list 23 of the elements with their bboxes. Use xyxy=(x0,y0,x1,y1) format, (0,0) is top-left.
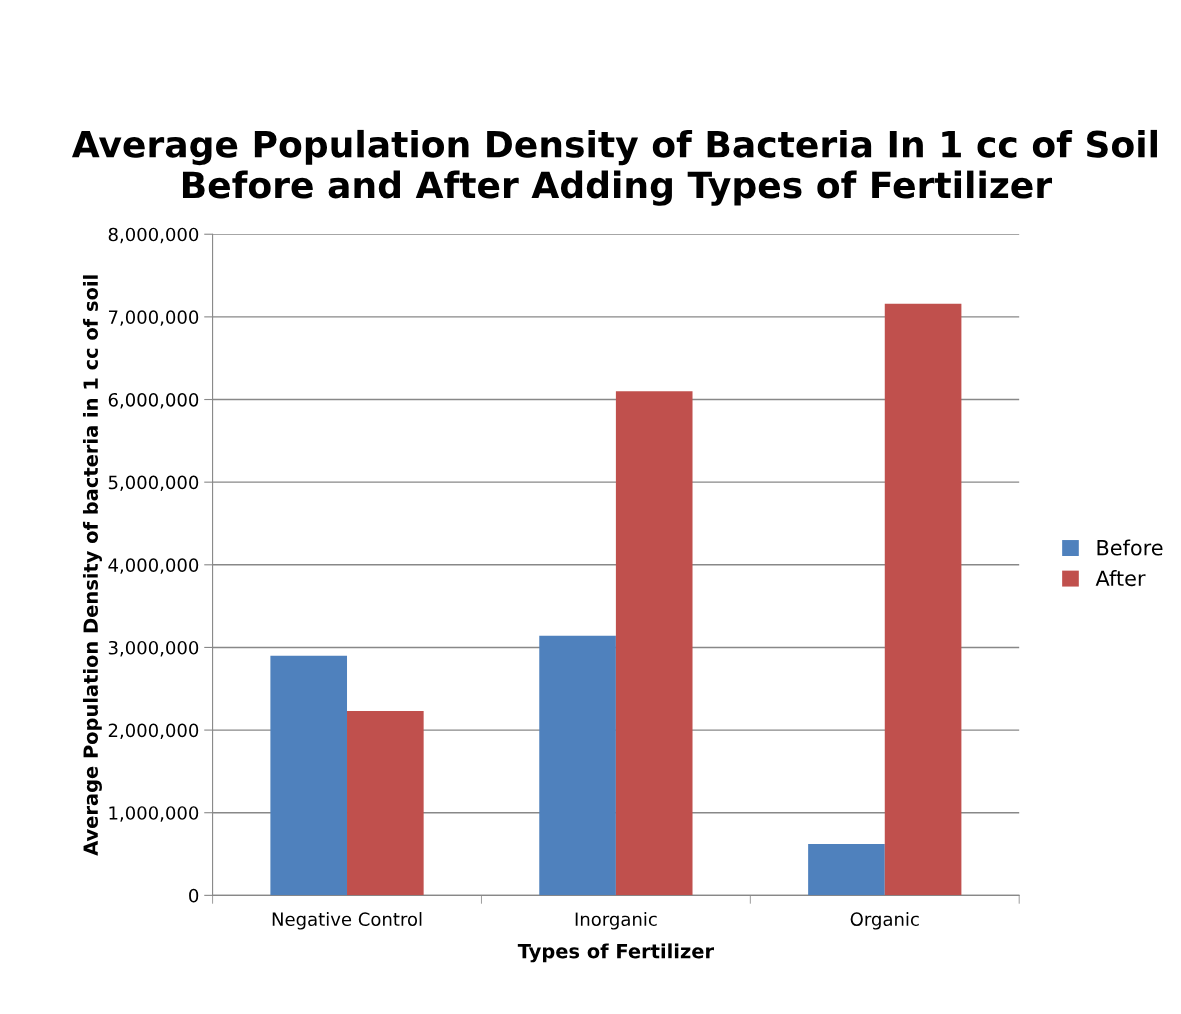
bar xyxy=(615,391,693,896)
bar xyxy=(270,655,348,896)
chart-title: Average Population Density of Bacteria In 1 cc of Soil Before and After Adding Types of Fertilizer xyxy=(71,129,1157,206)
x-tick-label: Organic xyxy=(850,912,919,930)
x-tick-label: Inorganic xyxy=(575,912,657,930)
legend-label: After xyxy=(1095,570,1146,587)
y-tick-label: 3,000,000 xyxy=(108,640,199,657)
bar xyxy=(884,303,962,896)
y-tick-label: 8,000,000 xyxy=(108,227,199,244)
legend-label: Before xyxy=(1097,539,1163,556)
y-tick-label: 4,000,000 xyxy=(108,558,199,574)
bar xyxy=(808,844,885,896)
bar xyxy=(539,635,616,896)
y-tick-label: 5,000,000 xyxy=(108,475,199,492)
x-tick-label: Negative Control xyxy=(272,912,422,930)
y-tick-label: 1,000,000 xyxy=(109,806,199,822)
y-axis-title: Average Population Density of bacteria in 1 cc of soil xyxy=(82,275,102,856)
bar xyxy=(347,711,424,896)
y-tick-label: 6,000,000 xyxy=(108,392,199,409)
y-tick-label: 0 xyxy=(189,888,199,903)
x-axis-title: Types of Fertilizer xyxy=(517,943,714,963)
y-tick-label: 7,000,000 xyxy=(108,310,199,326)
y-tick-label: 2,000,000 xyxy=(108,723,199,740)
